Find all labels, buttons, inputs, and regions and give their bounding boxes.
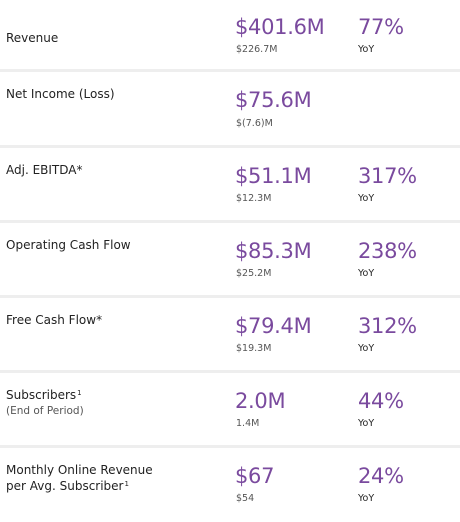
metric-growth-label: YoY [358, 343, 375, 354]
metric-label: Adj. EBITDA* [6, 162, 83, 178]
metric-row-monthly-online-revenue: Monthly Online Revenue per Avg. Subscrib… [0, 448, 460, 522]
metric-growth-label: YoY [358, 44, 375, 55]
metric-label: Subscribers1 (End of Period) [6, 387, 84, 419]
metric-label: Free Cash Flow* [6, 312, 102, 328]
metric-row-free-cash-flow: Free Cash Flow* $79.4M $19.3M 312% YoY [0, 298, 460, 373]
metric-growth-label: YoY [358, 268, 375, 279]
metric-prior-value: $12.3M [236, 193, 272, 204]
metric-value: 2.0M [235, 389, 286, 413]
metric-prior-value: 1.4M [236, 418, 260, 429]
metric-value: $51.1M [235, 164, 312, 188]
metric-label: Operating Cash Flow [6, 237, 131, 253]
metric-growth: 317% [358, 164, 417, 188]
metric-value: $79.4M [235, 314, 312, 338]
metric-label-text: Operating Cash Flow [6, 238, 131, 252]
metric-value: $67 [235, 464, 275, 488]
metric-prior-value: $(7.6)M [236, 118, 273, 129]
metric-label: Revenue [6, 30, 58, 46]
metric-label-text: Adj. EBITDA* [6, 163, 83, 177]
metric-sublabel: (End of Period) [6, 405, 84, 417]
metric-label: Net Income (Loss) [6, 86, 115, 102]
metric-prior-value: $19.3M [236, 343, 272, 354]
metric-row-operating-cash-flow: Operating Cash Flow $85.3M $25.2M 238% Y… [0, 223, 460, 298]
footnote-marker: 1 [77, 389, 82, 397]
metric-growth: 312% [358, 314, 417, 338]
metric-value: $85.3M [235, 239, 312, 263]
metric-growth: 44% [358, 389, 404, 413]
metric-growth-label: YoY [358, 193, 375, 204]
metric-growth: 24% [358, 464, 404, 488]
metric-prior-value: $25.2M [236, 268, 272, 279]
metric-growth-label: YoY [358, 493, 375, 504]
metric-prior-value: $226.7M [236, 44, 278, 55]
metric-row-net-income: Net Income (Loss) $75.6M $(7.6)M [0, 72, 460, 148]
metric-label-text: Free Cash Flow* [6, 313, 103, 327]
metric-label-text: Subscribers [6, 388, 77, 402]
metric-prior-value: $54 [236, 493, 255, 504]
metric-growth-label: YoY [358, 418, 375, 429]
metric-row-revenue: Revenue $401.6M $226.7M 77% YoY [0, 0, 460, 72]
metric-label-text-line2: per Avg. Subscriber [6, 479, 124, 493]
metric-row-subscribers: Subscribers1 (End of Period) 2.0M 1.4M 4… [0, 373, 460, 448]
metric-label-text: Revenue [6, 31, 59, 45]
metric-growth: 77% [358, 15, 404, 39]
metric-value: $401.6M [235, 15, 325, 39]
metric-row-adj-ebitda: Adj. EBITDA* $51.1M $12.3M 317% YoY [0, 148, 460, 223]
metric-value: $75.6M [235, 88, 312, 112]
metric-label-text: Monthly Online Revenue [6, 463, 153, 477]
metric-label: Monthly Online Revenue per Avg. Subscrib… [6, 462, 153, 494]
footnote-marker: 1 [124, 480, 129, 488]
metric-growth: 238% [358, 239, 417, 263]
metric-label-text: Net Income (Loss) [6, 87, 115, 101]
